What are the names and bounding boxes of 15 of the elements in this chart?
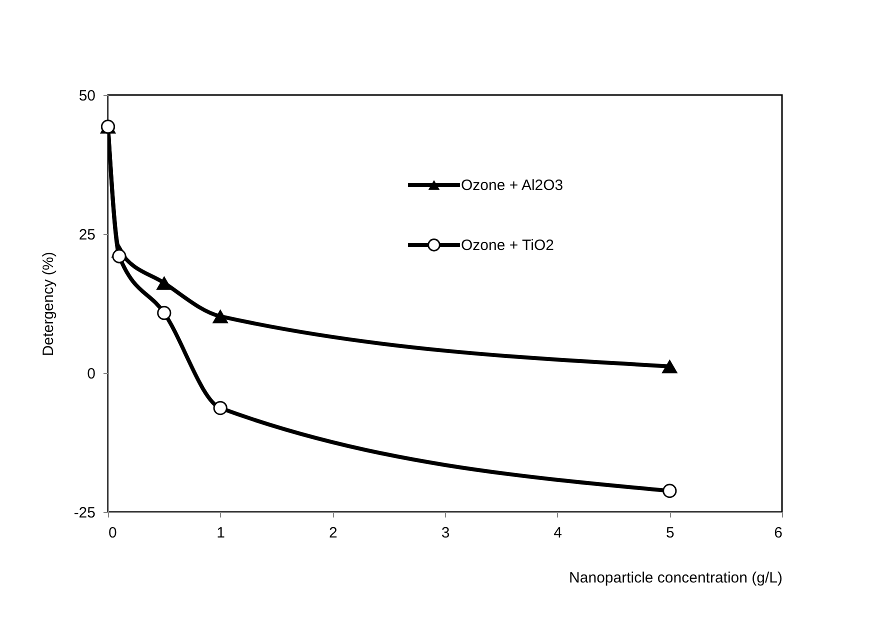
x-tick-label: 1 xyxy=(216,524,226,542)
x-tick-label: 4 xyxy=(554,524,562,542)
x-tick-label: 3 xyxy=(441,524,450,542)
x-axis-title: Nanoparticle concentration (g/L) xyxy=(569,570,782,586)
legend-label: Ozone + Al2O3 xyxy=(461,177,564,194)
y-axis-title: Detergency (%) xyxy=(40,252,57,356)
y-tick-label: 50 xyxy=(78,88,96,104)
x-tick-label: 5 xyxy=(666,524,674,542)
x-tick-label: 6 xyxy=(774,524,782,542)
legend-label: Ozone + TiO2 xyxy=(461,237,554,254)
x-tick-label: 0 xyxy=(108,524,117,542)
x-tick-label: 2 xyxy=(328,524,338,542)
y-tick-label: -25 xyxy=(74,504,96,522)
y-tick-label: 0 xyxy=(87,366,96,382)
y-tick-label: 25 xyxy=(78,226,96,244)
